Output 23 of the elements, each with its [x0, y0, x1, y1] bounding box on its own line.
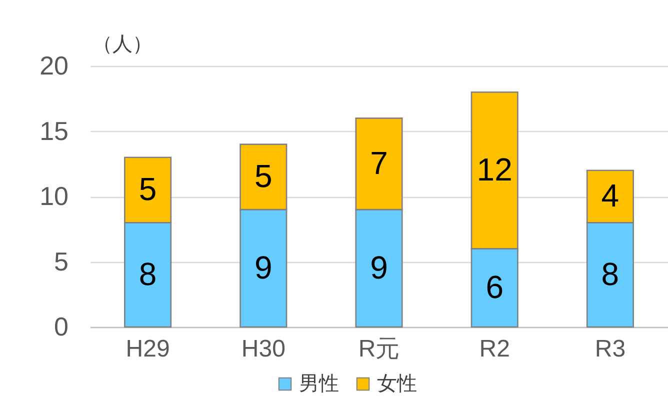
x-tick-label: H29: [126, 336, 170, 362]
y-tick-label: 15: [40, 116, 68, 146]
data-label: 12: [476, 151, 512, 188]
data-label: 5: [254, 158, 272, 194]
data-label: 8: [601, 256, 620, 292]
data-label: 6: [486, 268, 504, 305]
legend-label: 女性: [377, 373, 417, 395]
x-tick-label: R元: [358, 336, 400, 362]
data-label: 5: [138, 170, 157, 207]
data-label: 4: [601, 178, 620, 214]
y-axis-title: （人）: [92, 34, 152, 56]
data-label: 7: [370, 144, 388, 181]
data-label: 9: [254, 249, 272, 286]
x-tick-label: H30: [241, 336, 286, 362]
y-tick-label: 0: [54, 312, 68, 342]
y-tick-label: 20: [40, 50, 68, 80]
x-tick-label: R3: [594, 336, 626, 362]
y-tick-label: 5: [54, 246, 68, 276]
legend-label: 男性: [299, 373, 339, 395]
data-label: 9: [370, 249, 388, 286]
y-tick-label: 10: [40, 181, 68, 211]
x-tick-label: R2: [479, 336, 510, 362]
data-label: 8: [138, 256, 157, 292]
